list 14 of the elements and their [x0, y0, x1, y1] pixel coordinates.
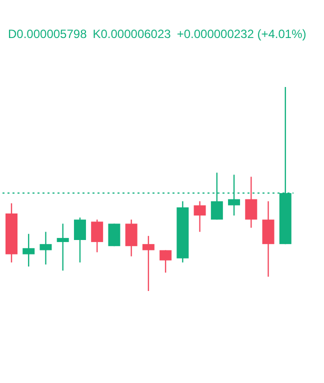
- candlestick: [194, 200, 206, 232]
- candlestick: [74, 216, 86, 264]
- candlestick: [125, 219, 138, 257]
- candlestick: [160, 250, 172, 274]
- text: +0.000000232 (+4.01%): [176, 27, 306, 41]
- text: D0.000005798: [8, 27, 87, 41]
- candlestick: [40, 231, 52, 266]
- candlestick: [108, 223, 120, 247]
- candlestick: [245, 176, 258, 228]
- candlestick: [56, 223, 69, 272]
- text: K0.000006023: [92, 27, 171, 41]
- candlestick: [142, 235, 154, 291]
- candlestick: [91, 219, 104, 253]
- candlestick: [22, 233, 35, 268]
